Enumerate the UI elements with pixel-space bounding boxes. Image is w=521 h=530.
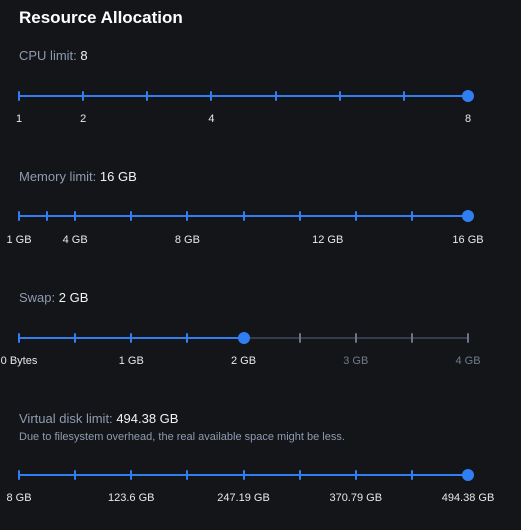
swap-tick-label: 4 GB (455, 355, 481, 367)
memory-slider-tick (298, 211, 301, 221)
cpu-limit-label-text: CPU limit: (19, 48, 77, 63)
swap-slider-tick (354, 333, 357, 343)
memory-limit-value: 16 GB (99, 169, 137, 184)
swap-tick-labels: 0 Bytes 1 GB 2 GB 3 GB 4 GB (1, 355, 481, 369)
swap-value: 2 GB (58, 290, 89, 305)
disk-slider-tick (298, 470, 301, 480)
memory-tick-label: 8 GB (174, 234, 200, 246)
cpu-limit-label: CPU limit: 8 (19, 48, 88, 63)
filesystem-overhead-note: Due to filesystem overhead, the real ava… (19, 431, 345, 443)
swap-label-text: Swap: (19, 290, 56, 305)
swap-tick-label: 0 Bytes (0, 355, 38, 367)
cpu-slider-tick (210, 91, 213, 101)
swap-slider-tick (467, 333, 469, 343)
memory-limit-label-text: Memory limit: (19, 169, 97, 184)
virtual-disk-limit-value: 494.38 GB (116, 411, 179, 426)
memory-slider-tick (18, 211, 20, 221)
memory-limit-tick-labels: 1 GB 4 GB 8 GB 12 GB 16 GB (6, 234, 483, 248)
virtual-disk-limit-label: Virtual disk limit: 494.38 GB (19, 411, 178, 426)
swap-slider-tick (298, 333, 301, 343)
memory-slider-tick (410, 211, 413, 221)
cpu-tick-label: 1 (15, 113, 23, 125)
disk-tick-label: 8 GB (6, 492, 32, 504)
disk-slider-thumb[interactable] (462, 469, 474, 481)
cpu-tick-label: 8 (464, 113, 472, 125)
cpu-slider-tick (338, 91, 341, 101)
cpu-slider-tick (18, 91, 20, 101)
cpu-slider-thumb[interactable] (462, 90, 474, 102)
virtual-disk-limit-tick-labels: 8 GB 123.6 GB 247.19 GB 370.79 GB 494.38 GB (6, 492, 494, 506)
swap-slider-tick (130, 333, 133, 343)
cpu-slider-fill (19, 95, 468, 97)
virtual-disk-limit-slider[interactable] (18, 469, 474, 481)
swap-slider-thumb[interactable] (237, 332, 250, 344)
memory-slider-thumb[interactable] (462, 210, 474, 222)
cpu-limit-slider[interactable] (18, 90, 474, 102)
memory-tick-label: 16 GB (452, 234, 484, 246)
memory-tick-label: 1 GB (6, 234, 32, 246)
disk-tick-label: 370.79 GB (329, 492, 383, 504)
swap-slider-tick (410, 333, 413, 343)
disk-slider-tick (242, 470, 245, 480)
swap-tick-label: 2 GB (230, 355, 257, 367)
disk-tick-label: 247.19 GB (217, 492, 270, 504)
disk-tick-label: 123.6 GB (108, 492, 155, 504)
cpu-tick-label: 4 (208, 113, 215, 125)
swap-label: Swap: 2 GB (19, 290, 88, 305)
swap-slider-tick (18, 333, 20, 343)
memory-slider-tick (130, 211, 133, 221)
cpu-limit-tick-labels: 1 2 4 8 (15, 113, 472, 127)
disk-slider-tick (130, 470, 133, 480)
disk-slider-tick (354, 470, 357, 480)
cpu-slider-tick (82, 91, 85, 101)
memory-limit-label: Memory limit: 16 GB (19, 169, 137, 184)
swap-slider[interactable] (18, 332, 469, 344)
disk-tick-label: 494.38 GB (441, 492, 495, 504)
cpu-slider-tick (402, 91, 405, 101)
disk-slider-tick (18, 470, 20, 480)
swap-tick-label: 1 GB (118, 355, 144, 367)
memory-slider-tick (354, 211, 357, 221)
memory-slider-tick (46, 211, 49, 221)
memory-tick-label: 4 GB (62, 234, 88, 246)
memory-slider-tick (74, 211, 77, 221)
virtual-disk-limit-label-text: Virtual disk limit: (19, 411, 113, 426)
memory-limit-slider[interactable] (18, 210, 474, 222)
memory-tick-label: 12 GB (312, 234, 344, 246)
cpu-limit-value: 8 (80, 48, 88, 63)
cpu-slider-tick (146, 91, 149, 101)
swap-tick-label: 3 GB (343, 355, 369, 367)
disk-slider-tick (74, 470, 77, 480)
cpu-tick-label: 2 (80, 113, 87, 125)
swap-slider-tick (186, 333, 189, 343)
page-title: Resource Allocation (19, 8, 183, 27)
memory-slider-tick (186, 211, 189, 221)
cpu-slider-tick (274, 91, 277, 101)
disk-slider-tick (186, 470, 189, 480)
disk-slider-tick (410, 470, 413, 480)
swap-slider-tick (74, 333, 77, 343)
memory-slider-tick (242, 211, 245, 221)
